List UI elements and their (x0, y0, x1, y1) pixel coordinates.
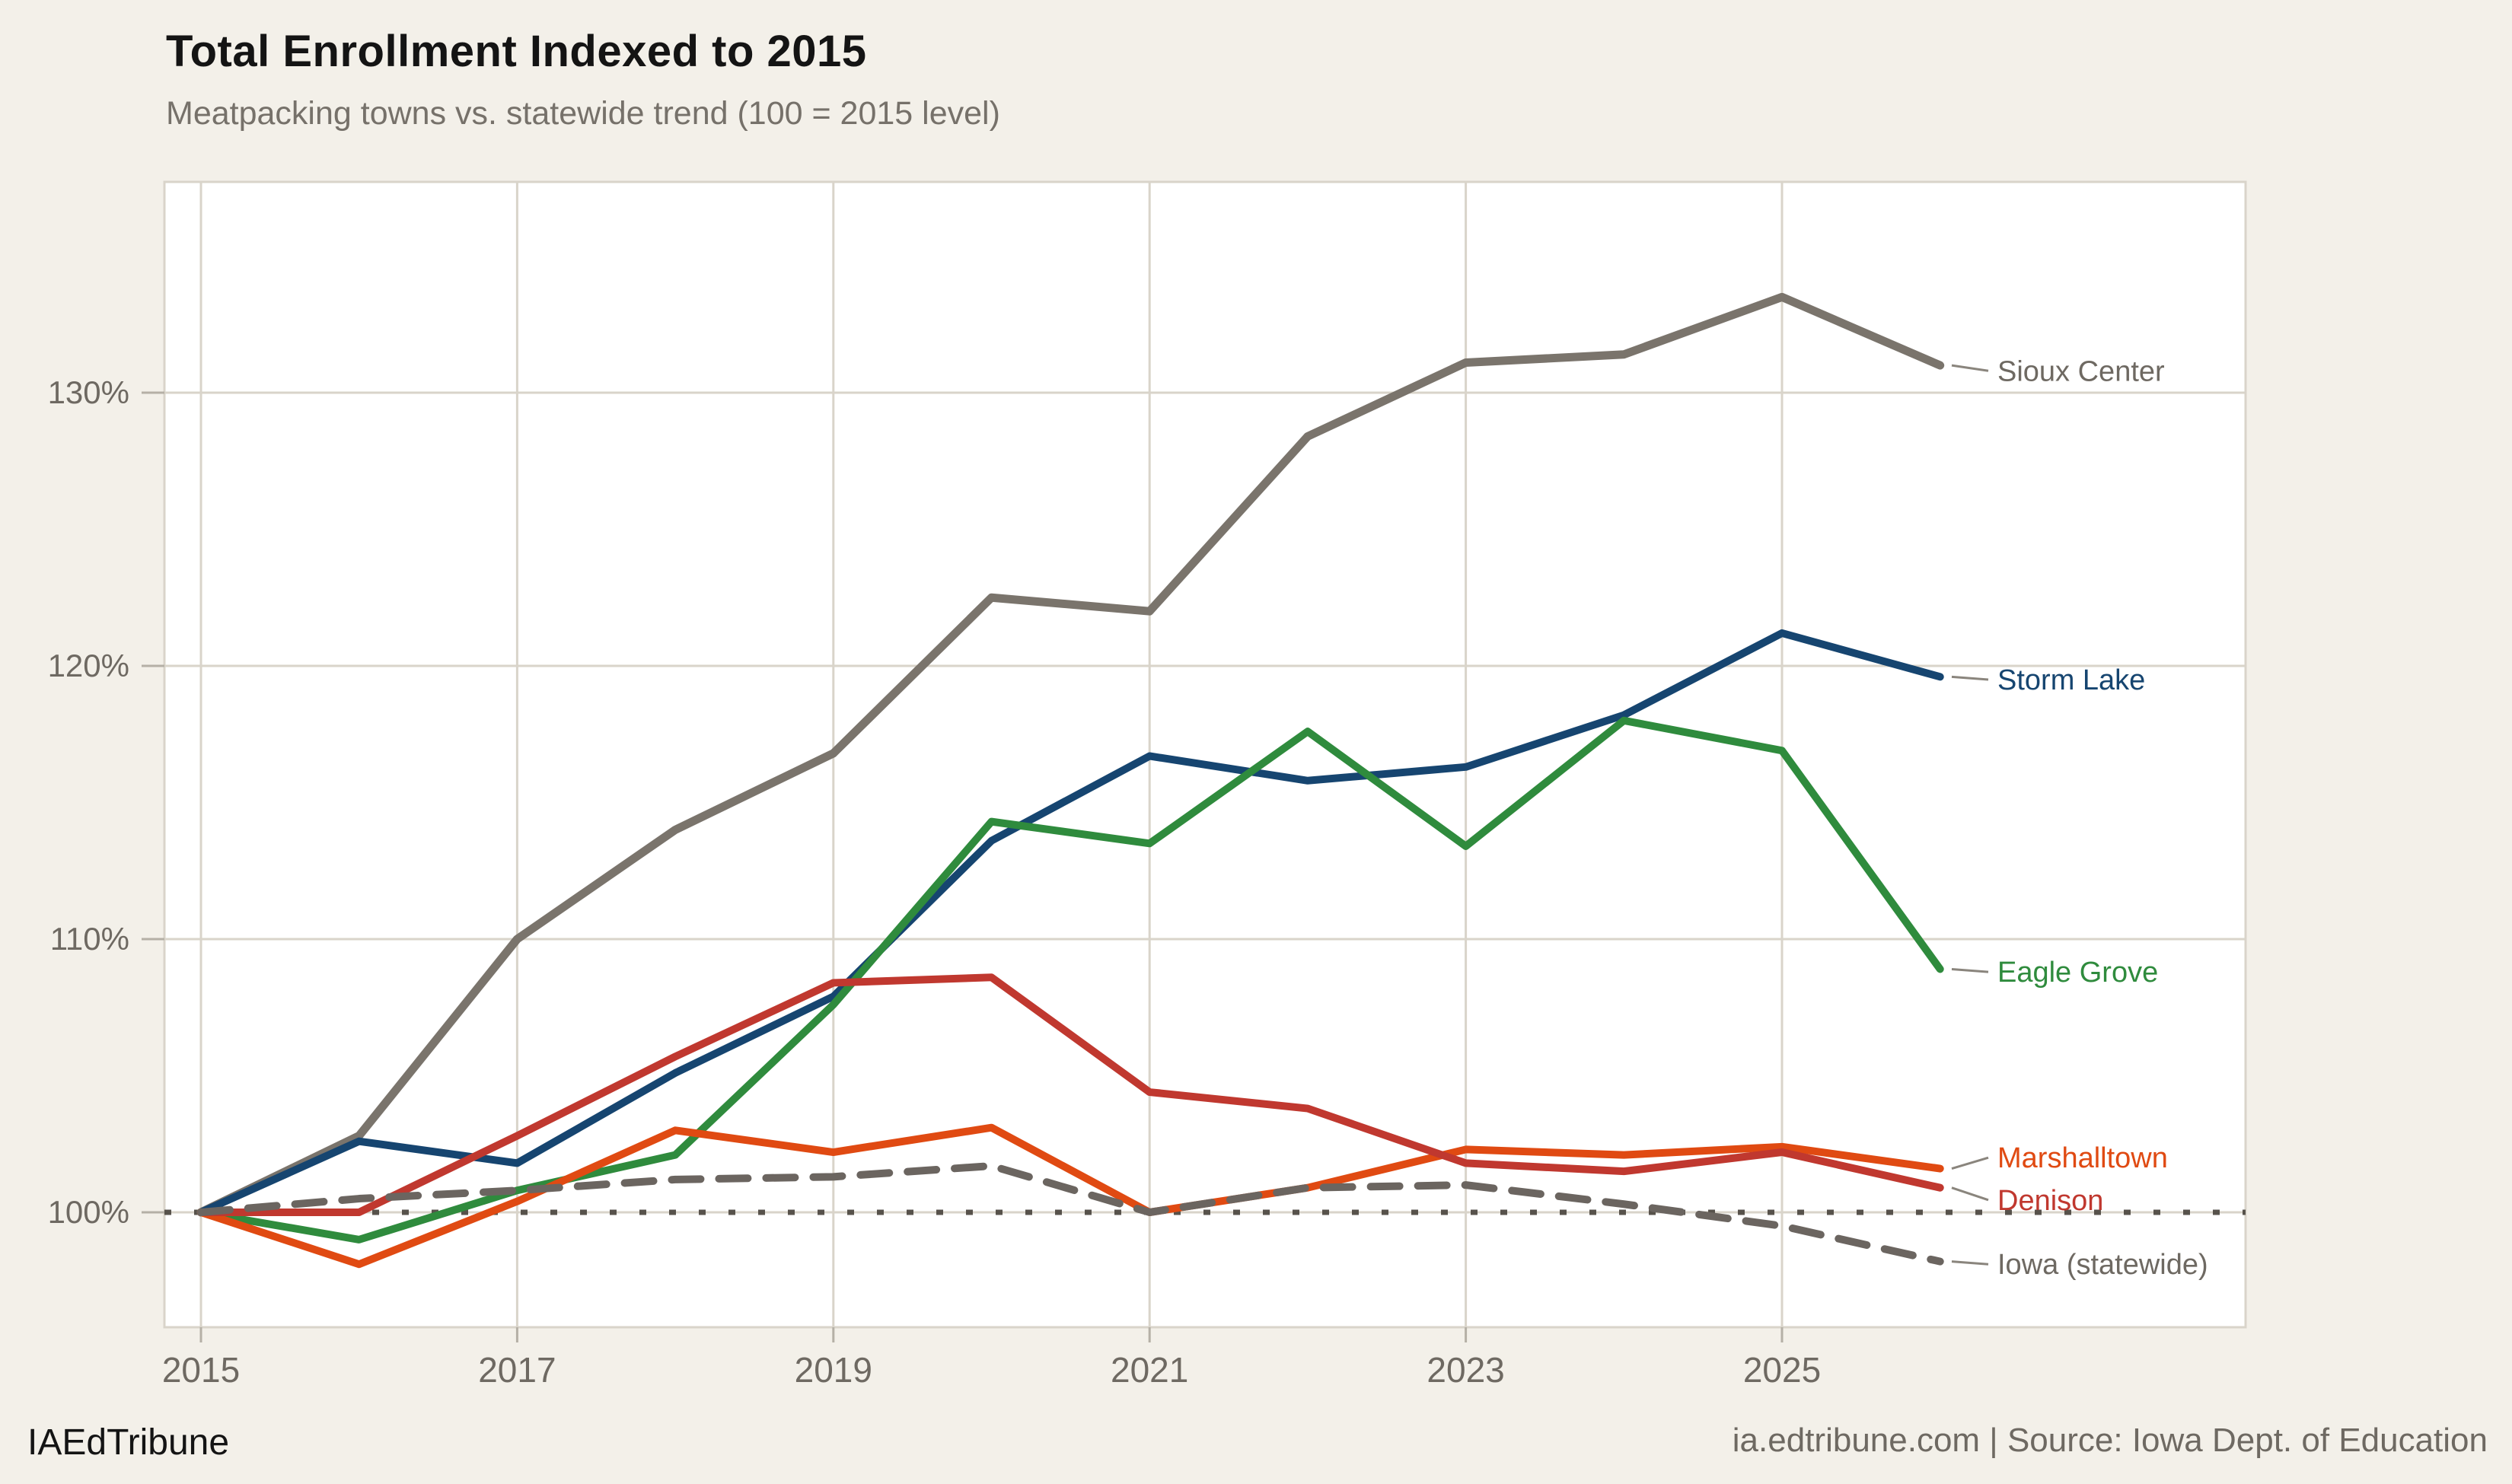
brand-logo-text: IAEdTribune (27, 1422, 230, 1463)
y-tick-label: 110% (50, 921, 129, 957)
series-end-label: Iowa (statewide) (1997, 1249, 2208, 1281)
label-leader-line (1951, 675, 1989, 681)
series-line-denison (197, 973, 1944, 1216)
series-line-iowa-statewide (197, 1161, 1944, 1266)
label-leader-line (1951, 1260, 1989, 1266)
series-end-label: Storm Lake (1997, 664, 2145, 696)
x-tick-label: 2019 (795, 1350, 872, 1390)
series-line-sioux-center (196, 292, 1945, 1217)
series-end-label: Eagle Grove (1997, 957, 2158, 989)
x-tick-label: 2023 (1427, 1350, 1504, 1390)
x-tick-label: 2017 (478, 1350, 556, 1390)
label-leader-line (1951, 967, 1989, 973)
label-leader-line (1951, 364, 1989, 372)
series-end-label: Sioux Center (1997, 355, 2165, 387)
series-line-marshalltown (197, 1123, 1944, 1269)
series-line-storm-lake (197, 629, 1944, 1216)
series-end-label: Marshalltown (1997, 1142, 2168, 1174)
label-leader-line (1951, 1156, 1989, 1170)
y-tick-label: 100% (48, 1194, 129, 1230)
series-end-label: Denison (1997, 1185, 2103, 1217)
y-tick-label: 130% (48, 374, 129, 410)
source-attribution: ia.edtribune.com | Source: Iowa Dept. of… (1732, 1422, 2488, 1459)
enrollment-line-chart: 100% 110% 120% 130% 2015 2017 2019 2021 2023 2025… (48, 180, 2247, 1390)
x-tick-label: 2021 (1111, 1350, 1188, 1390)
x-tick-label: 2015 (162, 1350, 240, 1390)
page-subtitle: Meatpacking towns vs. statewide trend (1… (166, 95, 1000, 132)
footer: IAEdTribune ia.edtribune.com | Source: I… (0, 1422, 2512, 1475)
x-tick-label: 2025 (1743, 1350, 1821, 1390)
page-title: Total Enrollment Indexed to 2015 (166, 27, 867, 76)
y-tick-label: 120% (48, 648, 129, 683)
label-leader-line (1951, 1186, 1989, 1202)
chart-header: Total Enrollment Indexed to 2015 Meatpac… (166, 26, 1000, 132)
series-line-eagle-grove (197, 716, 1944, 1244)
